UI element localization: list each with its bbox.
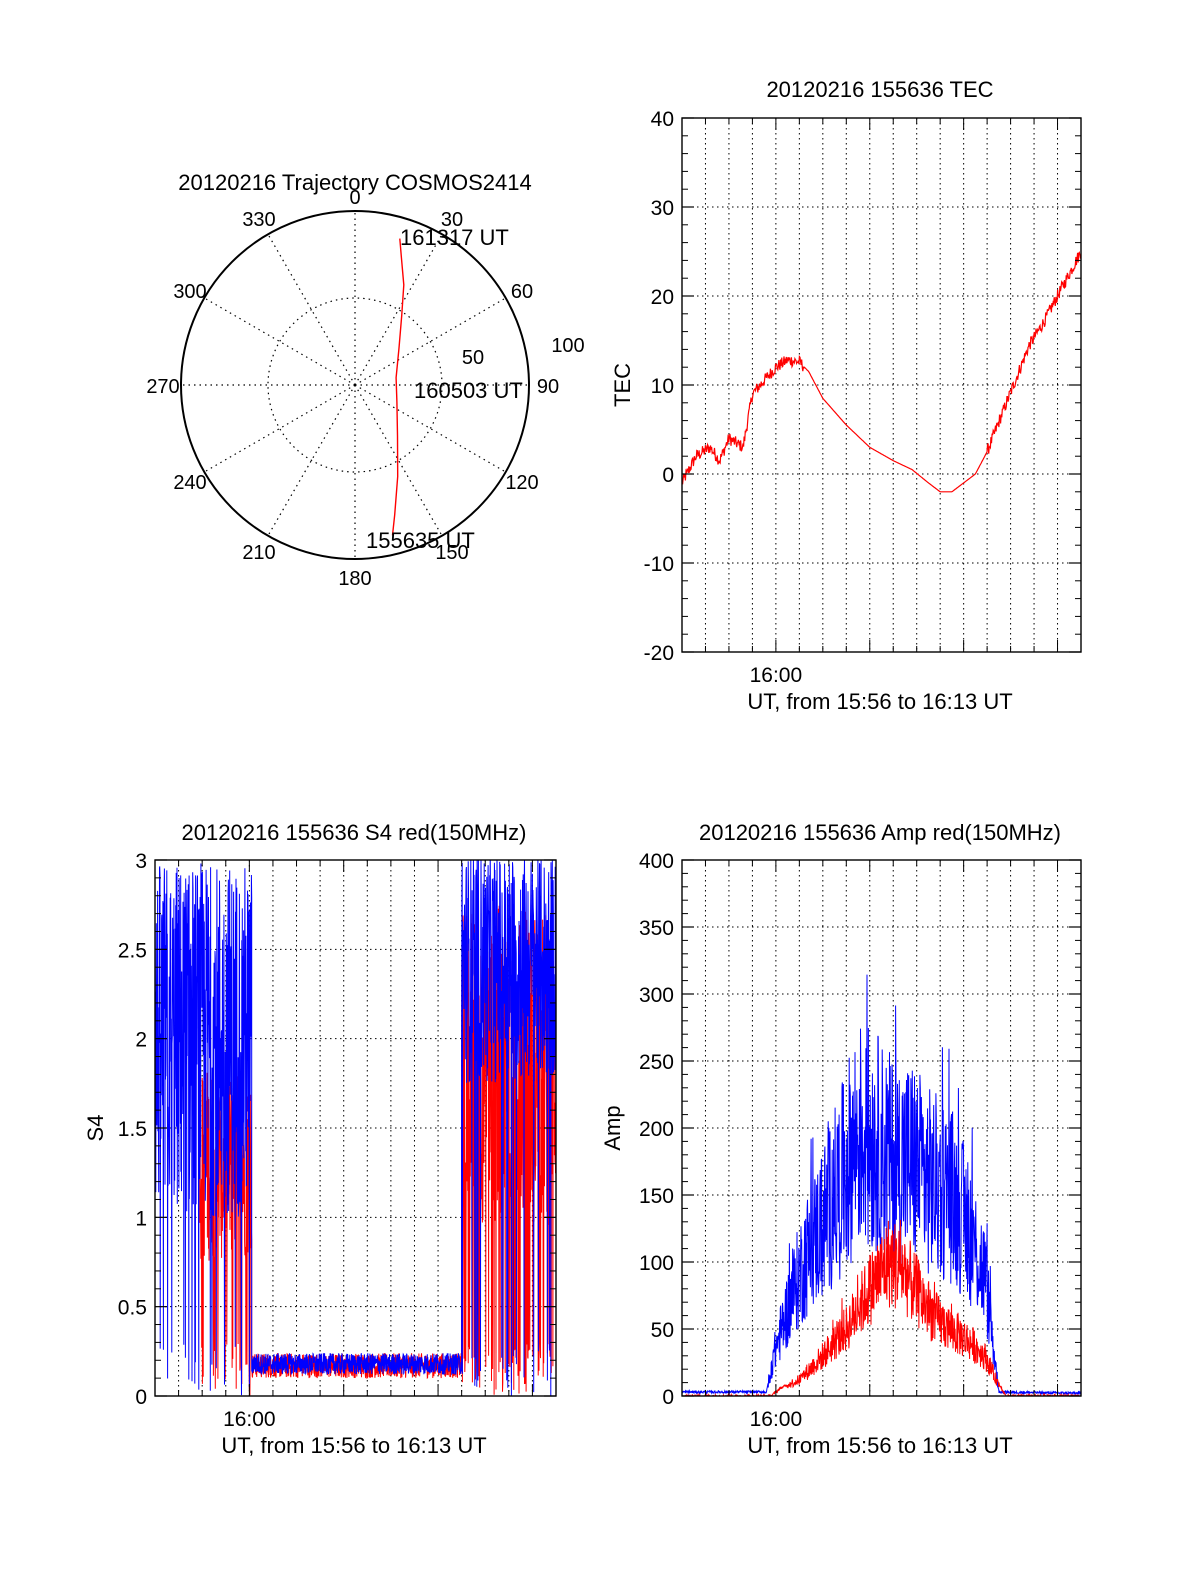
s4-panel (154, 859, 557, 1397)
amp-ytick-label: 100 (639, 1252, 674, 1275)
amp-series-red (682, 1219, 1081, 1396)
amp-panel (681, 859, 1082, 1397)
s4-series-blue (155, 860, 556, 1396)
tec-ytick-label: 30 (651, 197, 674, 220)
s4-data (155, 860, 556, 1396)
polar-angle-label: 270 (146, 376, 179, 398)
polar-radial-label: 50 (462, 347, 484, 369)
polar-angle-label: 150 (435, 542, 468, 564)
polar-title: 20120216 Trajectory COSMOS2414 (178, 170, 531, 195)
polar-angle-label: 60 (511, 281, 533, 303)
amp-ytick-label: 350 (639, 917, 674, 940)
tec-title: 20120216 155636 TEC (766, 77, 993, 102)
s4-ytick-label: 0.5 (118, 1297, 147, 1320)
amp-ytick-label: 150 (639, 1185, 674, 1208)
polar-angle-label: 240 (173, 472, 206, 494)
polar-grid-ring-50 (267, 297, 443, 473)
amp-title: 20120216 155636 Amp red(150MHz) (699, 820, 1061, 845)
tec-ylabel: TEC (610, 363, 635, 407)
polar-grid-spoke (354, 384, 443, 536)
polar-grid-spoke (267, 384, 356, 536)
amp-xtick-label: 16:00 (750, 1408, 803, 1431)
polar-angle-label: 0 (349, 187, 360, 209)
tec-axes-frame (681, 117, 1082, 653)
polar-grid-spoke (267, 234, 356, 386)
amp-ytick-label: 200 (639, 1118, 674, 1141)
tec-ytick-label: 20 (651, 286, 674, 309)
polar-angle-label: 210 (242, 542, 275, 564)
polar-radial-label: 100 (551, 335, 584, 357)
polar-angle-label: 330 (242, 209, 275, 231)
amp-data (682, 974, 1081, 1396)
s4-title: 20120216 155636 S4 red(150MHz) (182, 820, 527, 845)
polar-grid-spoke (354, 297, 506, 386)
s4-ytick-label: 0 (135, 1386, 147, 1409)
polar-grid-spoke (204, 297, 356, 386)
polar-time-annotation: 161317 UT (400, 225, 509, 250)
tec-data (682, 251, 1081, 493)
polar-angle-label: 30 (441, 209, 463, 231)
s4-ytick-label: 1.5 (118, 1118, 147, 1141)
polar-angle-label: 120 (505, 472, 538, 494)
polar-angle-label: 90 (537, 376, 559, 398)
polar-grid-spoke (354, 234, 443, 386)
s4-ylabel: S4 (83, 1115, 108, 1142)
tec-ytick-label: -20 (644, 642, 674, 665)
amp-ylabel: Amp (600, 1105, 625, 1150)
s4-ytick-label: 3 (135, 850, 147, 873)
amp-ytick-label: 400 (639, 850, 674, 873)
s4-xlabel: UT, from 15:56 to 16:13 UT (221, 1433, 486, 1458)
tec-panel (681, 117, 1082, 653)
tec-ytick-label: -10 (644, 553, 674, 576)
polar-grid-spoke (204, 384, 356, 473)
s4-ytick-label: 1 (135, 1207, 147, 1230)
polar-outer-ring (180, 210, 530, 560)
tec-series-line (682, 251, 1081, 493)
amp-series-blue (682, 974, 1081, 1396)
amp-ytick-label: 50 (651, 1319, 674, 1342)
tec-ytick-label: 0 (662, 464, 674, 487)
tec-xtick-label: 16:00 (750, 664, 803, 687)
tec-ytick-label: 10 (651, 375, 674, 398)
amp-ytick-label: 300 (639, 984, 674, 1007)
s4-ytick-label: 2.5 (118, 939, 147, 962)
tec-xlabel: UT, from 15:56 to 16:13 UT (747, 689, 1012, 714)
polar-angle-label: 300 (173, 281, 206, 303)
tec-ytick-label: 40 (651, 108, 674, 131)
polar-time-annotation: 155635 UT (366, 528, 475, 553)
polar-trajectory-line (391, 238, 405, 536)
polar-angle-label: 180 (338, 568, 371, 590)
polar-time-annotation: 160503 UT (414, 378, 523, 403)
s4-ytick-label: 2 (135, 1029, 147, 1052)
amp-ytick-label: 250 (639, 1051, 674, 1074)
amp-ytick-label: 0 (662, 1386, 674, 1409)
s4-xtick-label: 16:00 (223, 1408, 276, 1431)
polar-grid-spoke (354, 384, 506, 473)
amp-xlabel: UT, from 15:56 to 16:13 UT (747, 1433, 1012, 1458)
